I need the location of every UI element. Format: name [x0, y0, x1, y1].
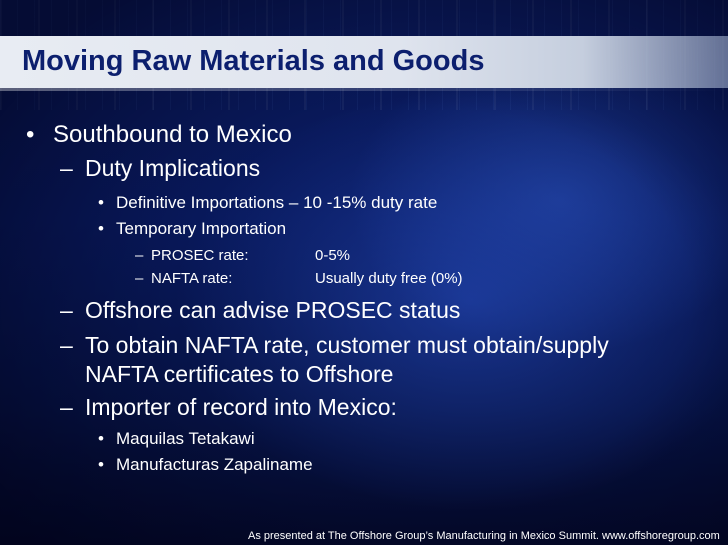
bullet-text: Temporary Importation [116, 219, 287, 238]
dash-marker: – [135, 247, 144, 264]
bullet-text: Duty Implications [85, 155, 261, 181]
dash-marker: – [60, 332, 73, 358]
title-band [0, 36, 728, 88]
bullet-marker: • [98, 455, 104, 474]
dash-marker: – [135, 270, 144, 287]
bullet-marker: • [26, 121, 35, 148]
bullet-text: Definitive Importations – 10 -15% duty r… [116, 193, 438, 212]
bullet-text: Southbound to Mexico [53, 121, 292, 148]
bullet-marker: • [98, 219, 104, 238]
rate-label: NAFTA rate: [151, 270, 233, 287]
dash-marker: – [60, 394, 73, 420]
rate-value: Usually duty free (0%) [315, 270, 463, 287]
bullet-marker: • [98, 193, 104, 212]
dash-marker: – [60, 155, 73, 181]
bullet-marker: • [98, 429, 104, 448]
slide-footer: As presented at The Offshore Group’s Man… [248, 530, 720, 542]
slide-title: Moving Raw Materials and Goods [22, 45, 485, 77]
bullet-text: Offshore can advise PROSEC status [85, 297, 461, 323]
bullet-text: Manufacturas Zapaliname [116, 455, 313, 474]
title-band-highlight [0, 88, 728, 91]
rate-value: 0-5% [315, 247, 351, 264]
dash-marker: – [60, 297, 73, 323]
rate-label: PROSEC rate: [151, 247, 249, 264]
bullet-text-continued: NAFTA certificates to Offshore [85, 361, 394, 387]
bullet-text: Importer of record into Mexico: [85, 394, 397, 420]
bullet-text: To obtain NAFTA rate, customer must obta… [85, 332, 609, 358]
bullet-text: Maquilas Tetakawi [116, 429, 255, 448]
